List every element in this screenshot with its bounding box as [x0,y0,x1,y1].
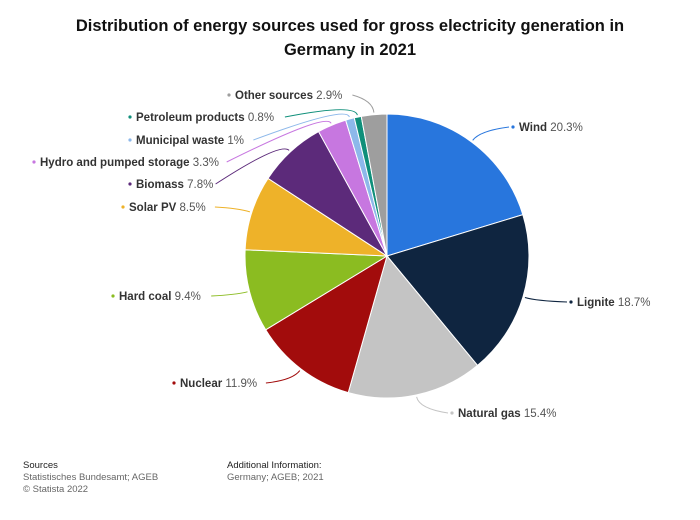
label-dot-hydro-and-pumped-storage [32,160,36,164]
connector-hard-coal [211,291,248,297]
label-text-lignite: Lignite 18.7% [577,297,651,309]
pie-slice-other-sources[interactable] [360,113,388,257]
chart-title-line-1: Distribution of energy sources used for … [75,17,625,35]
label-text-nuclear: Nuclear 11.9% [180,378,257,390]
label-dot-nuclear [172,381,176,385]
connector-other-sources [352,94,375,113]
chart-title: Distribution of energy sources used for … [60,14,640,62]
label-dot-biomass [128,182,132,186]
label-text-other-sources: Other sources 2.9% [235,90,342,102]
label-text-petroleum-products: Petroleum products 0.8% [136,112,274,124]
label-text-biomass: Biomass 7.8% [136,179,213,191]
additional-info-text: Germany; AGEB; 2021 [227,472,324,483]
connector-lignite [524,297,568,303]
data-label-municipal-waste: Municipal waste 1% [128,135,244,147]
label-dot-petroleum-products [128,115,132,119]
copyright-text: © Statista 2022 [23,484,89,495]
data-label-hard-coal: Hard coal 9.4% [111,291,201,303]
connector-nuclear [265,370,301,384]
data-label-nuclear: Nuclear 11.9% [172,378,257,390]
label-dot-other-sources [227,93,231,97]
data-label-solar-pv: Solar PV 8.5% [121,202,206,214]
sources-text: Statistisches Bundesamt; AGEB [23,472,159,483]
data-label-hydro-and-pumped-storage: Hydro and pumped storage 3.3% [32,157,219,169]
label-text-natural-gas: Natural gas 15.4% [458,408,556,420]
additional-info-heading: Additional Information: [227,460,322,471]
pie-slice-nuclear[interactable] [265,254,388,394]
sources-heading: Sources [23,460,58,471]
sources-block: Sources Statistisches Bundesamt; AGEB © … [23,460,158,496]
label-text-hard-coal: Hard coal 9.4% [119,291,201,303]
connector-solar-pv [214,206,251,213]
label-dot-natural-gas [450,411,454,415]
label-dot-municipal-waste [128,138,132,142]
label-text-solar-pv: Solar PV 8.5% [129,202,206,214]
label-dot-wind [511,125,515,129]
connector-municipal-waste [253,113,350,141]
data-label-biomass: Biomass 7.8% [128,179,213,191]
data-label-petroleum-products: Petroleum products 0.8% [128,112,274,124]
label-dot-solar-pv [121,205,125,209]
connector-natural-gas [416,396,449,414]
pie-slice-lignite[interactable] [386,214,530,367]
data-label-other-sources: Other sources 2.9% [227,90,342,102]
label-text-wind: Wind 20.3% [519,122,583,134]
pie-slice-wind[interactable] [386,113,524,257]
additional-info-block: Additional Information: Germany; AGEB; 2… [227,460,324,484]
pie-slice-natural-gas[interactable] [347,254,479,399]
pie-slice-hard-coal[interactable] [244,249,389,331]
data-label-natural-gas: Natural gas 15.4% [450,408,556,420]
connector-hydro-and-pumped-storage [226,120,332,163]
connector-petroleum-products [284,109,358,118]
label-text-hydro-and-pumped-storage: Hydro and pumped storage 3.3% [40,157,219,169]
data-label-wind: Wind 20.3% [511,122,583,134]
chart-title-line-2: Germany in 2021 [283,41,417,59]
data-label-lignite: Lignite 18.7% [569,297,651,309]
label-dot-hard-coal [111,294,115,298]
connector-biomass [215,148,290,185]
label-dot-lignite [569,300,573,304]
label-text-municipal-waste: Municipal waste 1% [136,135,244,147]
connector-wind [472,126,510,141]
